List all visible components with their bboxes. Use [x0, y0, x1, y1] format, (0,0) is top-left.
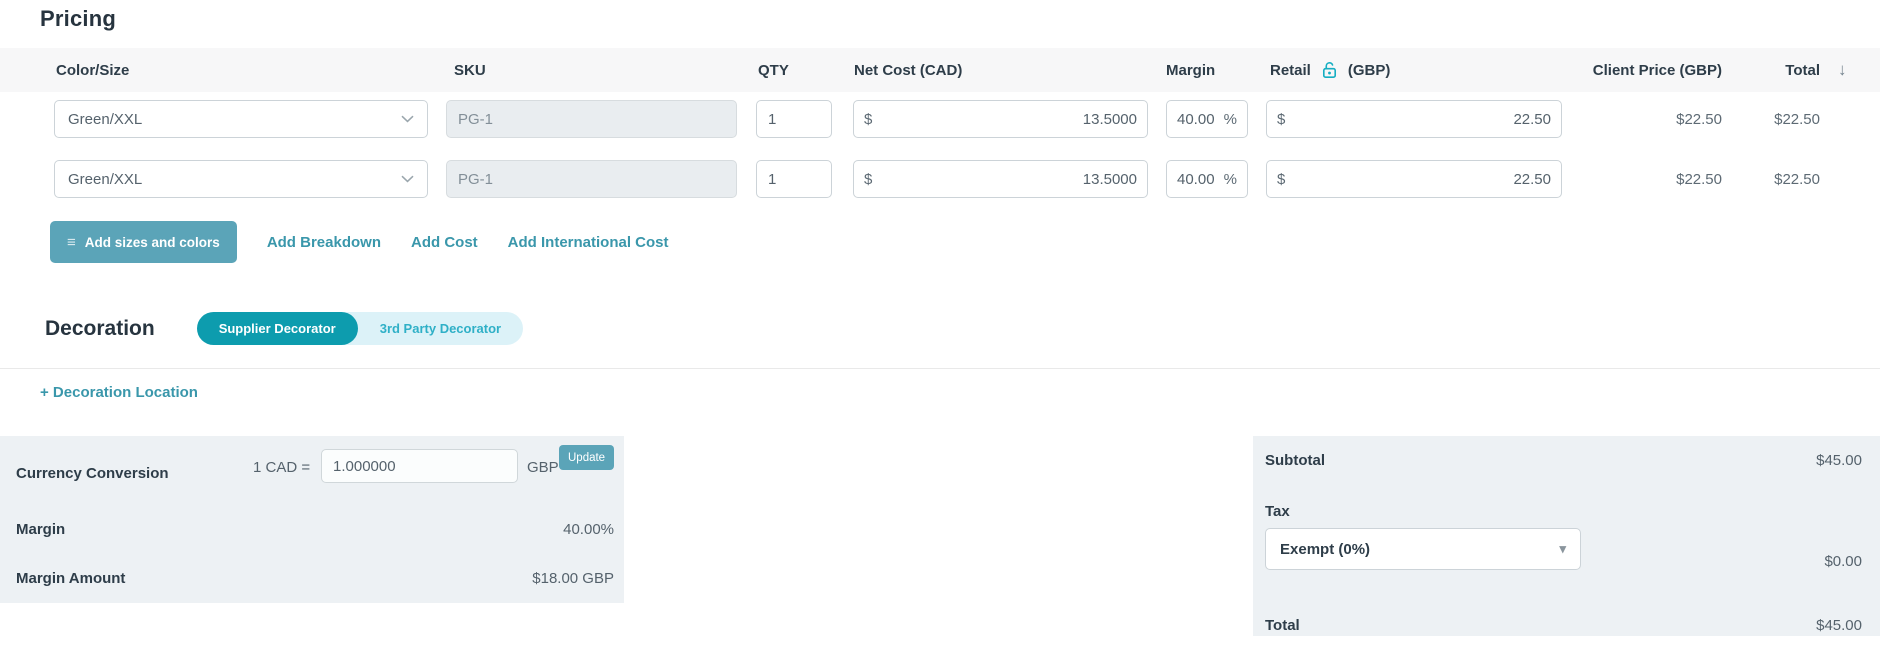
unlock-icon[interactable] — [1320, 60, 1339, 80]
qty-field[interactable] — [756, 100, 832, 138]
supplier-decorator-tab[interactable]: Supplier Decorator — [196, 312, 358, 345]
add-breakdown-link[interactable]: Add Breakdown — [266, 233, 381, 251]
percent-suffix: % — [1223, 170, 1237, 188]
margin-field[interactable]: % — [1166, 160, 1248, 198]
net-cost-input[interactable] — [872, 110, 1137, 128]
row-total-value: $22.50 — [1774, 170, 1820, 188]
pricing-row: Green/XXL $ % $ $22.50 $22.50 — [0, 100, 1880, 138]
total-label: Total — [1265, 617, 1300, 634]
currency-conversion-label: Currency Conversion — [16, 465, 169, 482]
add-decoration-location-link[interactable]: + Decoration Location — [40, 384, 198, 401]
rate-suffix: GBP — [527, 459, 559, 476]
color-size-select[interactable]: Green/XXL — [54, 100, 428, 138]
column-header-net-cost: Net Cost (CAD) — [854, 61, 963, 79]
decoration-title: Decoration — [45, 316, 155, 340]
menu-icon: ≡ — [67, 233, 76, 251]
retail-label: Retail — [1270, 61, 1311, 79]
sku-field — [446, 160, 737, 198]
dollar-prefix: $ — [864, 170, 873, 188]
column-header-margin: Margin — [1166, 61, 1216, 79]
add-sizes-colors-label: Add sizes and colors — [84, 234, 220, 250]
tax-value: $0.00 — [1824, 553, 1862, 570]
color-size-select[interactable]: Green/XXL — [54, 160, 428, 198]
color-size-value: Green/XXL — [68, 110, 143, 128]
column-header-color-size: Color/Size — [56, 61, 130, 79]
tax-selected-value: Exempt (0%) — [1280, 540, 1371, 558]
net-cost-input[interactable] — [872, 170, 1137, 188]
subtotal-value: $45.00 — [1816, 452, 1862, 469]
column-header-retail: Retail (GBP) — [1266, 60, 1562, 80]
tax-label: Tax — [1265, 503, 1290, 520]
retail-input[interactable] — [1285, 170, 1551, 188]
add-cost-link[interactable]: Add Cost — [411, 233, 478, 251]
client-price-value: $22.50 — [1676, 170, 1722, 188]
tax-select[interactable]: Exempt (0%) ▾ — [1265, 528, 1581, 570]
third-party-decorator-tab[interactable]: 3rd Party Decorator — [379, 321, 502, 336]
decorator-toggle: Supplier Decorator 3rd Party Decorator — [196, 312, 524, 345]
conversion-rate-input[interactable] — [321, 449, 518, 483]
retail-field[interactable]: $ — [1266, 100, 1562, 138]
percent-suffix: % — [1223, 110, 1237, 128]
row-total-value: $22.50 — [1774, 110, 1820, 128]
dropdown-triangle-icon: ▾ — [1559, 541, 1566, 556]
dollar-prefix: $ — [864, 110, 873, 128]
total-value: $45.00 — [1816, 617, 1862, 634]
column-header-total: Total — [1785, 61, 1820, 79]
margin-value: 40.00% — [563, 521, 614, 538]
update-rate-button[interactable]: Update — [559, 445, 615, 470]
dollar-prefix: $ — [1277, 170, 1286, 188]
margin-field[interactable]: % — [1166, 100, 1248, 138]
client-price-value: $22.50 — [1676, 110, 1722, 128]
retail-input[interactable] — [1285, 110, 1551, 128]
retail-currency-label: (GBP) — [1347, 61, 1391, 79]
rate-prefix: 1 CAD = — [253, 459, 311, 476]
margin-amount-label: Margin Amount — [16, 570, 126, 587]
margin-input[interactable] — [1177, 110, 1218, 128]
net-cost-field[interactable]: $ — [853, 100, 1148, 138]
pricing-actions: ≡ Add sizes and colors Add Breakdown Add… — [50, 221, 669, 263]
chevron-down-icon — [401, 175, 414, 183]
dollar-prefix: $ — [1277, 110, 1286, 128]
decoration-section-header: Decoration Supplier Decorator 3rd Party … — [45, 312, 524, 345]
sort-descending-icon[interactable]: ↓ — [1838, 60, 1847, 79]
margin-input[interactable] — [1177, 170, 1218, 188]
add-sizes-colors-button[interactable]: ≡ Add sizes and colors — [50, 221, 237, 263]
retail-field[interactable]: $ — [1266, 160, 1562, 198]
column-header-sku: SKU — [454, 61, 486, 79]
page-title: Pricing — [40, 6, 116, 31]
subtotal-label: Subtotal — [1265, 452, 1325, 469]
add-international-cost-link[interactable]: Add International Cost — [507, 233, 669, 251]
column-header-qty: QTY — [758, 61, 789, 79]
currency-conversion-panel: Currency Conversion 1 CAD = GBP Update M… — [0, 436, 624, 603]
margin-amount-value: $18.00 GBP — [532, 570, 614, 587]
column-header-client-price: Client Price (GBP) — [1592, 61, 1722, 79]
pricing-table-header: Color/Size SKU QTY Net Cost (CAD) Margin… — [0, 48, 1880, 92]
margin-label: Margin — [16, 521, 66, 538]
qty-field[interactable] — [756, 160, 832, 198]
color-size-value: Green/XXL — [68, 170, 143, 188]
net-cost-field[interactable]: $ — [853, 160, 1148, 198]
sku-field — [446, 100, 737, 138]
pricing-row: Green/XXL $ % $ $22.50 $22.50 — [0, 160, 1880, 198]
section-divider — [0, 368, 1880, 369]
totals-panel: Subtotal $45.00 Tax Exempt (0%) ▾ $0.00 … — [1253, 436, 1880, 636]
chevron-down-icon — [401, 115, 414, 123]
